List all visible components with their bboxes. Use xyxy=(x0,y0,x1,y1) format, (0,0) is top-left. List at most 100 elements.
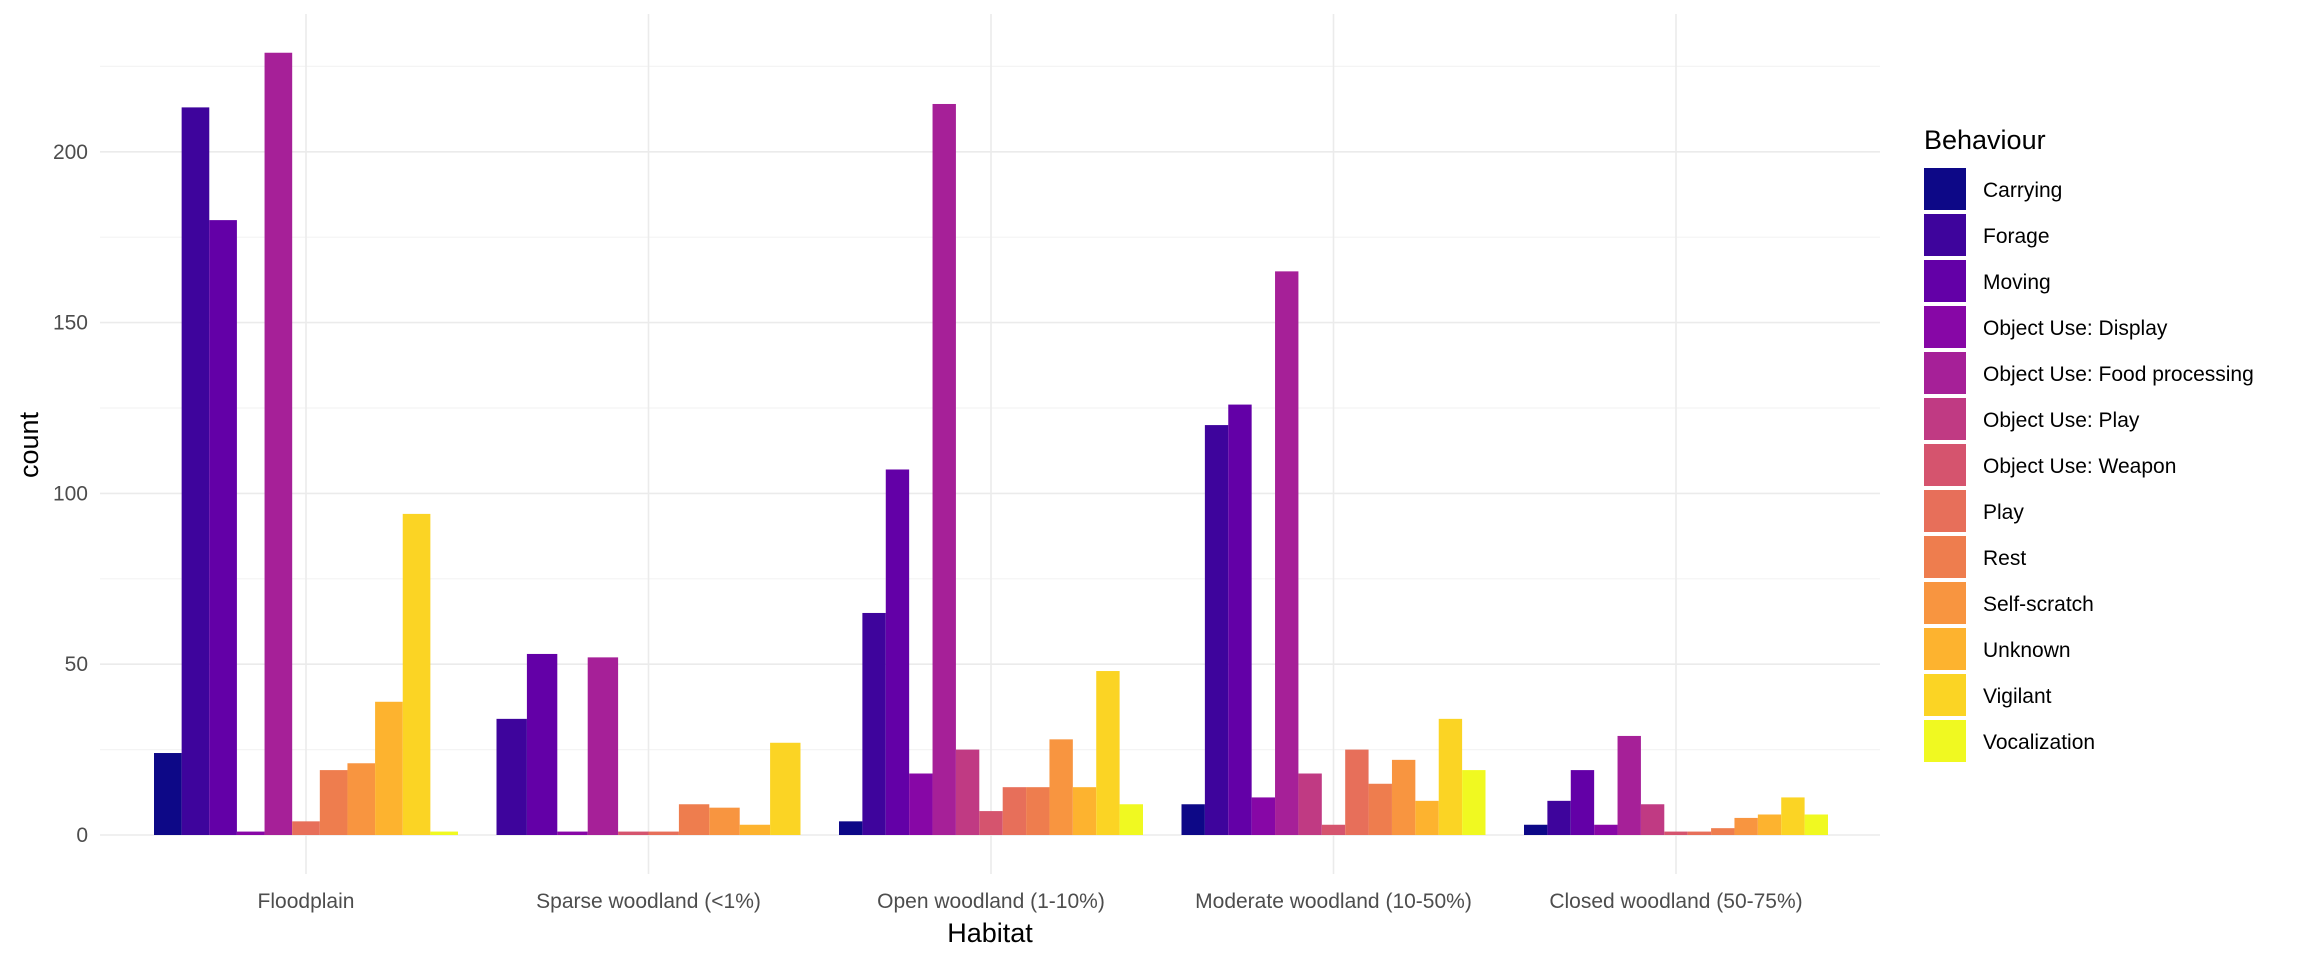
bar xyxy=(264,52,293,836)
legend-label: Object Use: Weapon xyxy=(1983,455,2176,478)
y-axis-title: count xyxy=(14,411,44,478)
legend-label: Forage xyxy=(1983,225,2050,248)
bar xyxy=(430,831,458,835)
bar xyxy=(347,763,376,835)
bar xyxy=(154,753,182,835)
legend-label: Moving xyxy=(1983,271,2051,294)
bar xyxy=(1119,804,1143,835)
bar xyxy=(839,821,863,835)
bar xyxy=(496,718,527,835)
x-tick-label: Floodplain xyxy=(258,890,355,913)
bar xyxy=(1462,770,1486,835)
bar xyxy=(1026,787,1050,835)
legend-label: Object Use: Food processing xyxy=(1983,363,2254,386)
grid-lines xyxy=(100,14,1880,874)
legend-key xyxy=(1924,720,1966,762)
bar xyxy=(648,831,679,835)
bar xyxy=(526,653,558,835)
bar xyxy=(709,807,740,835)
bar xyxy=(1547,800,1571,835)
legend-key xyxy=(1924,628,1966,670)
bar xyxy=(1096,671,1120,835)
y-tick-label: 0 xyxy=(76,824,88,847)
bar xyxy=(1415,800,1439,835)
bar xyxy=(1734,817,1758,835)
y-tick-label: 50 xyxy=(65,653,88,676)
legend-label: Object Use: Play xyxy=(1983,409,2140,432)
bar xyxy=(1002,787,1027,835)
bar xyxy=(587,657,619,835)
bar xyxy=(1687,831,1712,835)
bar xyxy=(1251,797,1276,835)
legend-key xyxy=(1924,168,1966,210)
bar xyxy=(1181,804,1205,835)
bar xyxy=(1781,797,1805,835)
bar xyxy=(1570,770,1595,835)
bar xyxy=(1204,425,1229,835)
y-tick-label: 100 xyxy=(53,482,88,505)
legend-key xyxy=(1924,398,1966,440)
bar xyxy=(319,770,348,835)
legend-key xyxy=(1924,490,1966,532)
legend-key xyxy=(1924,536,1966,578)
y-tick-label: 150 xyxy=(53,312,88,335)
bar xyxy=(236,831,265,835)
bar xyxy=(739,824,771,835)
legend-label: Object Use: Display xyxy=(1983,317,2168,340)
bar xyxy=(1711,828,1735,835)
bar xyxy=(1594,824,1618,835)
bar xyxy=(909,773,933,835)
bar xyxy=(1321,824,1346,835)
bar xyxy=(678,804,710,835)
legend-title: Behaviour xyxy=(1924,125,2046,155)
bar xyxy=(1228,404,1252,835)
bars xyxy=(154,52,1828,836)
legend-key xyxy=(1924,444,1966,486)
bar xyxy=(181,107,210,835)
bar xyxy=(885,469,910,835)
bar xyxy=(292,821,320,835)
bar xyxy=(1640,804,1665,835)
bar xyxy=(1368,783,1392,835)
bar xyxy=(1345,749,1369,835)
bar xyxy=(1438,718,1463,835)
bar xyxy=(375,701,403,835)
bar xyxy=(979,811,1003,835)
bar xyxy=(209,220,237,835)
legend-key xyxy=(1924,582,1966,624)
bar xyxy=(1757,814,1782,835)
bar xyxy=(862,612,886,835)
legend-label: Vigilant xyxy=(1983,685,2052,708)
x-tick-label: Sparse woodland (<1%) xyxy=(536,890,761,913)
bar xyxy=(557,831,588,835)
bar xyxy=(1072,787,1097,835)
bar xyxy=(955,749,980,835)
legend-label: Carrying xyxy=(1983,179,2062,202)
x-tick-label: Closed woodland (50-75%) xyxy=(1549,890,1802,913)
bar xyxy=(1391,759,1416,835)
bar xyxy=(1049,739,1073,835)
bar xyxy=(1804,814,1828,835)
axes: 0 50 100 150 200 Floodplain Sparse woodland (<… xyxy=(53,141,1803,913)
x-tick-label: Open woodland (1-10%) xyxy=(877,890,1105,913)
bar xyxy=(1298,773,1322,835)
legend-key xyxy=(1924,260,1966,302)
legend: Behaviour Carrying Forage Moving Object Use… xyxy=(1924,125,2254,762)
legend-label: Self-scratch xyxy=(1983,593,2094,616)
legend-key xyxy=(1924,352,1966,394)
x-axis-title: Habitat xyxy=(947,918,1033,948)
bar xyxy=(1664,831,1688,835)
bar xyxy=(1524,824,1548,835)
legend-key xyxy=(1924,306,1966,348)
x-tick-label: Moderate woodland (10-50%) xyxy=(1195,890,1472,913)
legend-label: Vocalization xyxy=(1983,731,2095,754)
legend-label: Rest xyxy=(1983,547,2026,570)
bar xyxy=(932,103,956,836)
bar xyxy=(402,513,431,835)
bar xyxy=(1275,271,1299,835)
legend-key xyxy=(1924,214,1966,256)
legend-key xyxy=(1924,674,1966,716)
legend-label: Unknown xyxy=(1983,639,2071,662)
